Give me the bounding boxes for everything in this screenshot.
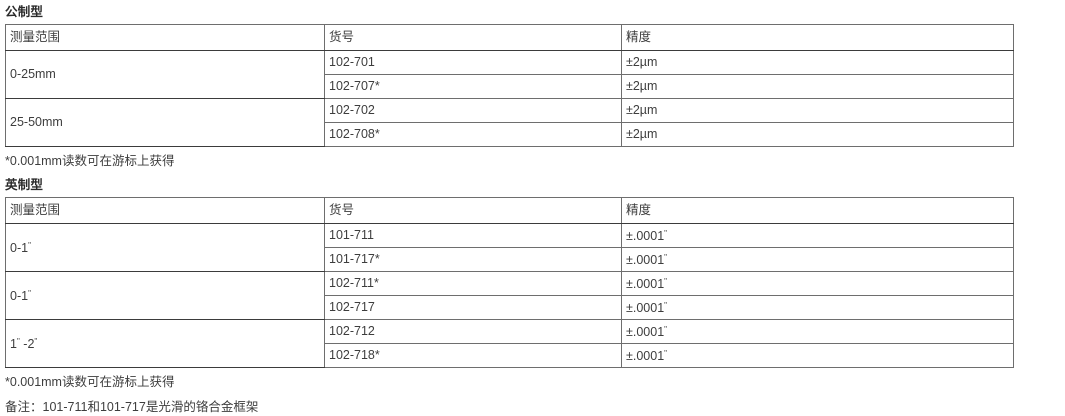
accuracy-cell: ±.0001" xyxy=(621,271,1014,296)
part-no-cell: 102-718* xyxy=(324,343,622,368)
table-header-row: 测量范围 货号 精度 xyxy=(5,197,1014,224)
part-no-cell: 102-708* xyxy=(324,122,622,147)
table-row: 101-717* ±.0001" xyxy=(6,247,1014,272)
inch-mark-icon: " xyxy=(664,349,667,358)
range-cell: 0-25mm xyxy=(5,50,325,99)
inch-mark-icon: " xyxy=(664,229,667,238)
range-value: 0-1 xyxy=(10,241,29,255)
accuracy-cell: ±.0001" xyxy=(621,343,1014,368)
table-row: 0-1" 102-711* ±.0001" xyxy=(5,271,1014,320)
accuracy-value: ±.0001 xyxy=(626,349,665,363)
column-header-accuracy: 精度 xyxy=(621,24,1014,51)
inch-mark-icon: " xyxy=(34,337,38,346)
table-row: 0-25mm 102-701 ±2µm xyxy=(5,50,1014,99)
imperial-remark: 备注：101-711和101-717是光滑的铬合金框架 xyxy=(5,400,259,414)
accuracy-cell: ±2µm xyxy=(621,50,1014,75)
part-no-cell: 102-711* xyxy=(324,271,622,296)
imperial-table-body: 0-1" 101-711 ±.0001" 101-717* ±.0001" 0-… xyxy=(5,223,1014,368)
imperial-spec-table: 测量范围 货号 精度 0-1" 101-711 ±.0001" 101-717*… xyxy=(5,197,1014,368)
accuracy-cell: ±.0001" xyxy=(621,295,1014,320)
part-no-cell: 102-712 xyxy=(324,319,622,344)
table-row: 0-1" 101-711 ±.0001" xyxy=(5,223,1014,272)
range-cell: 0-1" xyxy=(5,223,325,272)
table-row: 102-707* ±2µm xyxy=(6,74,1014,99)
column-header-part-no: 货号 xyxy=(324,24,622,51)
accuracy-value: ±.0001 xyxy=(626,277,665,291)
inch-mark-icon: " xyxy=(664,301,667,310)
inch-mark-icon: " xyxy=(28,241,31,250)
column-header-range: 测量范围 xyxy=(5,197,325,224)
column-header-accuracy: 精度 xyxy=(621,197,1014,224)
accuracy-cell: ±.0001" xyxy=(621,319,1014,344)
inch-mark-icon: " xyxy=(664,253,667,262)
accuracy-cell: ±2µm xyxy=(621,98,1014,123)
imperial-table-head: 测量范围 货号 精度 xyxy=(5,197,1014,224)
metric-table-head: 测量范围 货号 精度 xyxy=(5,24,1014,51)
range-value: 1 xyxy=(10,337,17,351)
accuracy-value: ±.0001 xyxy=(626,253,665,267)
metric-spec-table: 测量范围 货号 精度 0-25mm 102-701 ±2µm 102-707* … xyxy=(5,24,1014,147)
metric-section-title: 公制型 xyxy=(5,5,44,19)
part-no-cell: 101-711 xyxy=(324,223,622,248)
table-header-row: 测量范围 货号 精度 xyxy=(5,24,1014,51)
part-no-cell: 102-702 xyxy=(324,98,622,123)
part-no-cell: 101-717* xyxy=(324,247,622,272)
table-row: 102-717 ±.0001" xyxy=(6,295,1014,320)
accuracy-cell: ±.0001" xyxy=(621,247,1014,272)
part-no-cell: 102-701 xyxy=(324,50,622,75)
accuracy-value: ±.0001 xyxy=(626,301,665,315)
accuracy-value: ±.0001 xyxy=(626,325,665,339)
accuracy-value: ±.0001 xyxy=(626,229,665,243)
part-no-cell: 102-717 xyxy=(324,295,622,320)
column-header-part-no: 货号 xyxy=(324,197,622,224)
range-cell: 1" -2" xyxy=(5,319,325,368)
inch-mark-icon: " xyxy=(664,277,667,286)
imperial-section-title: 英制型 xyxy=(5,178,44,192)
inch-mark-icon: " xyxy=(664,325,667,334)
metric-footnote: *0.001mm读数可在游标上获得 xyxy=(5,154,175,168)
range-cell: 0-1" xyxy=(5,271,325,320)
table-row: 102-708* ±2µm xyxy=(6,122,1014,147)
inch-mark-icon: " xyxy=(16,337,20,346)
accuracy-cell: ±.0001" xyxy=(621,223,1014,248)
metric-table-body: 0-25mm 102-701 ±2µm 102-707* ±2µm 25-50m… xyxy=(5,50,1014,147)
table-row: 102-718* ±.0001" xyxy=(6,343,1014,368)
accuracy-cell: ±2µm xyxy=(621,74,1014,99)
table-row: 1" -2" 102-712 ±.0001" xyxy=(5,319,1014,368)
range-cell: 25-50mm xyxy=(5,98,325,147)
imperial-footnote: *0.001mm读数可在游标上获得 xyxy=(5,375,175,389)
part-no-cell: 102-707* xyxy=(324,74,622,99)
column-header-range: 测量范围 xyxy=(5,24,325,51)
range-value-end: -2 xyxy=(23,337,35,351)
inch-mark-icon: " xyxy=(28,289,31,298)
table-row: 25-50mm 102-702 ±2µm xyxy=(5,98,1014,147)
range-value: 0-1 xyxy=(10,289,29,303)
accuracy-cell: ±2µm xyxy=(621,122,1014,147)
